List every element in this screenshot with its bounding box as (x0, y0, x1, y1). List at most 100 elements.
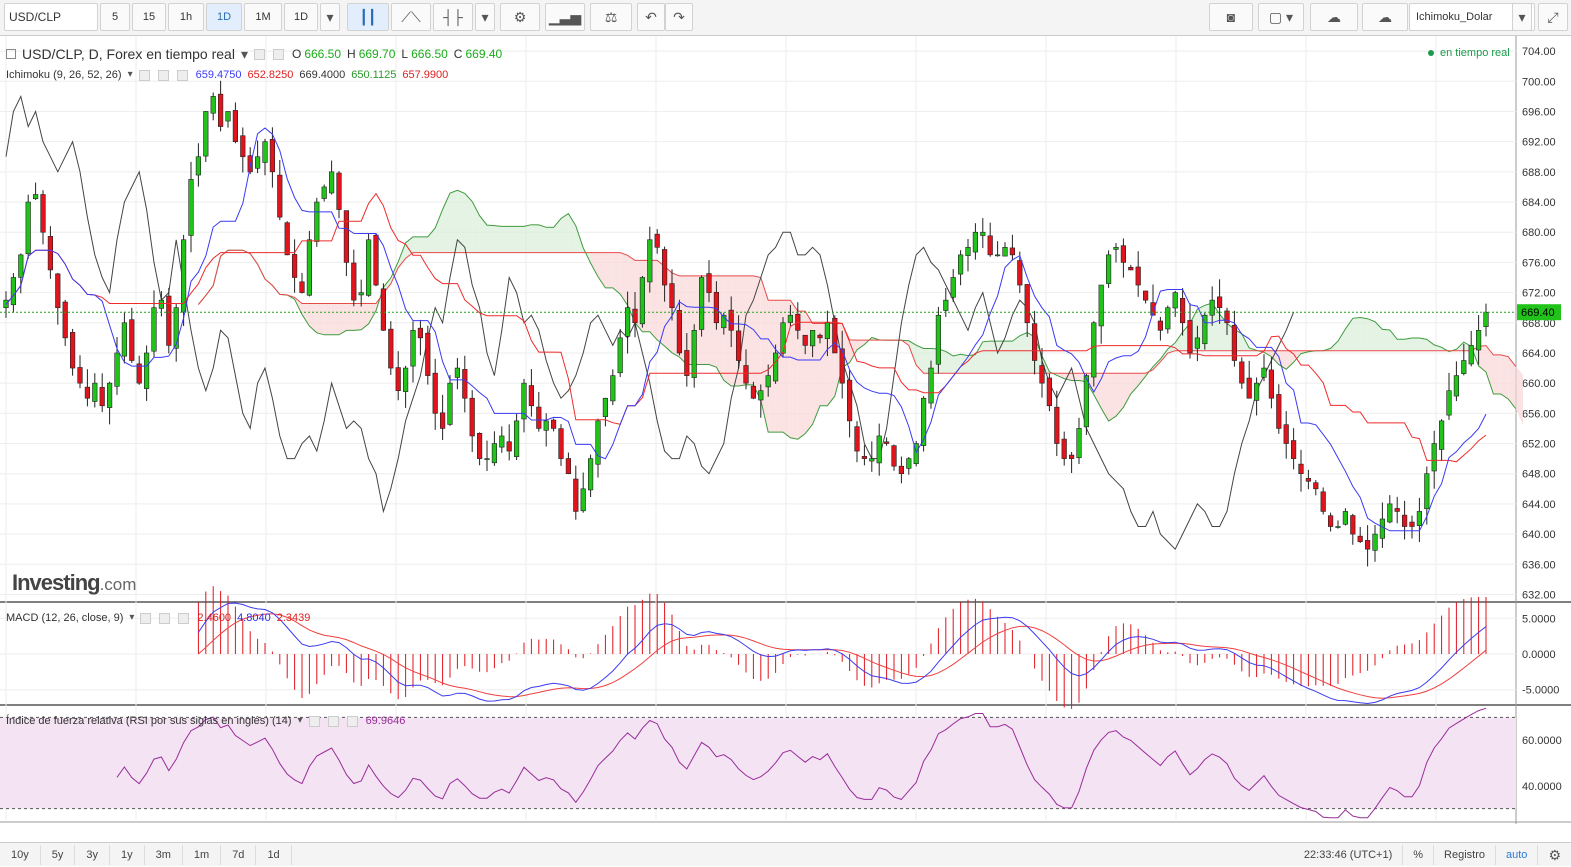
candle-body (1232, 325, 1237, 360)
candle-body (1402, 515, 1407, 526)
candle-body (1373, 534, 1378, 550)
redo-button[interactable]: ↷ (665, 3, 693, 31)
candle-body (1047, 378, 1052, 406)
snapshot-button[interactable]: ◙ (1209, 3, 1253, 31)
candle-body (115, 353, 120, 386)
settings-button[interactable]: ⚙ (500, 3, 540, 31)
scale-settings-button[interactable]: ⚙ (1537, 845, 1571, 865)
interval-dropdown-button[interactable]: ▾ (320, 3, 340, 31)
candle-body (344, 211, 349, 263)
range-1y-button[interactable]: 1y (110, 845, 145, 865)
eye-icon[interactable] (254, 49, 265, 60)
candle-body (899, 466, 904, 474)
macd-name: MACD (12, 26, close, 9) (6, 612, 123, 624)
range-7d-button[interactable]: 7d (221, 845, 256, 865)
range-3y-button[interactable]: 3y (75, 845, 110, 865)
candle-body (662, 249, 667, 285)
candle-body (1306, 478, 1311, 481)
candles-style-button[interactable]: ┃┃ (347, 3, 389, 31)
interval-5-button[interactable]: 5 (100, 3, 130, 31)
compare-button[interactable]: ⚖ (590, 3, 632, 31)
interval-1d-button[interactable]: 1D (206, 3, 242, 31)
bars-style-button[interactable]: ┤├ (433, 3, 473, 31)
candle-body (337, 173, 342, 210)
cloud-segment (324, 303, 331, 334)
candle-body (233, 110, 238, 141)
collapse-icon[interactable] (6, 49, 16, 59)
candle-body (788, 315, 793, 322)
candle-body (1284, 425, 1289, 444)
template-dropdown-button[interactable]: ▾ (1512, 3, 1532, 31)
range-5y-button[interactable]: 5y (41, 845, 76, 865)
chevron-down-icon[interactable]: ▾ (128, 70, 133, 80)
chevron-down-icon: ▾ (326, 10, 333, 24)
settings-small-icon[interactable] (159, 613, 170, 624)
candle-body (892, 446, 897, 467)
style-dropdown-button[interactable]: ▾ (475, 3, 495, 31)
candle-body (1462, 361, 1467, 374)
candle-body (255, 157, 260, 169)
price-tick-label: 632.00 (1522, 589, 1556, 601)
interval-1m-button[interactable]: 1M (244, 3, 282, 31)
candle-body (1210, 300, 1215, 315)
settings-small-icon[interactable] (328, 716, 339, 727)
candle-body (26, 202, 31, 254)
chevron-down-icon[interactable]: ▾ (241, 47, 248, 61)
chevron-down-icon[interactable]: ▾ (129, 613, 134, 623)
maximize-button[interactable]: ⤢ (1538, 3, 1568, 31)
cloud-segment (509, 226, 516, 252)
range-10y-button[interactable]: 10y (0, 845, 41, 865)
settings-small-icon[interactable] (273, 49, 284, 60)
realtime-label: en tiempo real (1440, 47, 1510, 59)
candle-body (1069, 455, 1074, 459)
fullscreen-toggle-button[interactable]: ▢ ▾ (1258, 3, 1304, 31)
candle-body (1314, 483, 1319, 489)
range-1m-button[interactable]: 1m (183, 845, 221, 865)
chart-svg[interactable]: 704.00700.00696.00692.00688.00684.00680.… (0, 36, 1571, 824)
save-layout-button[interactable]: ☁ (1362, 3, 1408, 31)
candle-body (270, 139, 275, 172)
indicators-button[interactable]: ▁▃▅ (545, 3, 585, 31)
chevron-down-icon[interactable]: ▾ (298, 716, 303, 726)
eye-icon[interactable] (140, 613, 151, 624)
interval-custom-button[interactable]: 1D (284, 3, 318, 31)
auto-toggle[interactable]: auto (1495, 845, 1537, 865)
candle-body (1062, 439, 1067, 459)
macd-line-value: 4.8040 (237, 612, 271, 624)
close-icon[interactable] (178, 613, 189, 624)
macd-tick-label: -5.0000 (1522, 685, 1559, 697)
cloud-segment (339, 303, 346, 334)
cloud-segment (953, 354, 960, 373)
eye-icon[interactable] (139, 70, 150, 81)
price-tick-label: 676.00 (1522, 257, 1556, 269)
symbol-search-input[interactable]: USD/CLP (4, 3, 98, 31)
candle-body (766, 376, 771, 387)
line-style-button[interactable]: ⟋⟍ (391, 3, 431, 31)
candle-body (366, 240, 371, 296)
candle-body (1040, 366, 1045, 384)
chart-title: USD/CLP, D, Forex en tiempo real (22, 46, 235, 62)
load-layout-button[interactable]: ☁ (1310, 3, 1358, 31)
interval-1h-button[interactable]: 1h (168, 3, 204, 31)
eye-icon[interactable] (309, 716, 320, 727)
candle-body (855, 427, 860, 451)
percent-toggle[interactable]: % (1402, 845, 1433, 865)
log-toggle[interactable]: Registro (1433, 845, 1495, 865)
ohlc-c-value: 669.40 (465, 47, 502, 61)
candlestick-icon: ┃┃ (360, 10, 377, 24)
candle-body (1351, 516, 1356, 535)
settings-small-icon[interactable] (158, 70, 169, 81)
close-icon[interactable] (177, 70, 188, 81)
candle-body (374, 235, 379, 285)
cloud-segment (1412, 338, 1419, 351)
interval-15-button[interactable]: 15 (132, 3, 166, 31)
price-tick-label: 648.00 (1522, 469, 1556, 481)
candle-body (329, 172, 334, 193)
candle-body (1410, 522, 1415, 526)
undo-button[interactable]: ↶ (637, 3, 665, 31)
close-icon[interactable] (347, 716, 358, 727)
range-1d-button[interactable]: 1d (256, 845, 291, 865)
price-tick-label: 660.00 (1522, 378, 1556, 390)
range-3m-button[interactable]: 3m (145, 845, 183, 865)
